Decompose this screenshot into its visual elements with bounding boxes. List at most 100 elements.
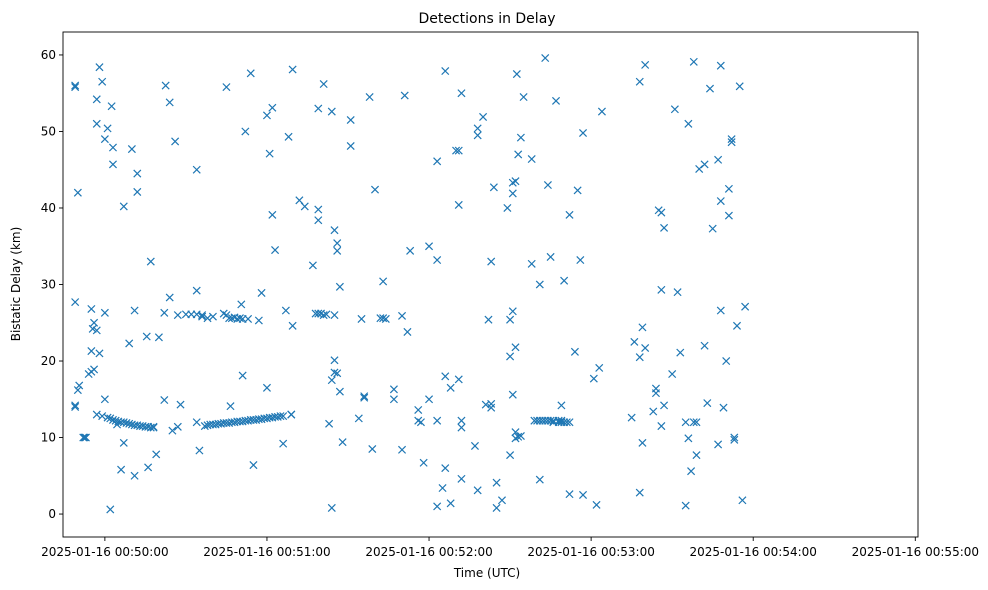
data-point bbox=[279, 412, 288, 421]
data-point bbox=[165, 293, 174, 302]
data-point bbox=[262, 111, 271, 120]
data-point bbox=[565, 490, 574, 499]
data-point bbox=[406, 246, 415, 255]
data-point bbox=[479, 112, 488, 121]
data-point bbox=[246, 69, 255, 78]
data-point bbox=[716, 61, 725, 70]
data-point bbox=[288, 321, 297, 330]
data-point bbox=[119, 438, 128, 447]
data-point bbox=[433, 157, 442, 166]
data-point bbox=[560, 276, 569, 285]
data-point bbox=[657, 422, 666, 431]
data-point bbox=[684, 119, 693, 128]
data-point bbox=[381, 314, 390, 323]
data-point bbox=[92, 95, 101, 104]
data-point bbox=[673, 288, 682, 297]
data-point bbox=[595, 363, 604, 372]
data-point bbox=[173, 311, 182, 320]
data-point bbox=[738, 496, 747, 505]
data-point bbox=[360, 392, 369, 401]
x-axis-label: Time (UTC) bbox=[453, 566, 520, 580]
data-point bbox=[357, 314, 366, 323]
y-tick-label: 0 bbox=[48, 507, 56, 521]
data-point bbox=[71, 402, 80, 411]
data-point bbox=[154, 333, 163, 342]
data-point bbox=[133, 169, 142, 178]
data-point bbox=[489, 183, 498, 192]
data-point bbox=[714, 155, 723, 164]
data-point bbox=[319, 80, 328, 89]
data-point bbox=[107, 102, 116, 111]
data-point bbox=[506, 315, 515, 324]
data-point bbox=[503, 203, 512, 213]
data-point bbox=[403, 327, 412, 336]
data-point bbox=[338, 438, 347, 447]
data-point bbox=[641, 60, 650, 69]
data-point bbox=[400, 91, 409, 100]
data-point bbox=[330, 226, 339, 235]
data-point bbox=[319, 311, 328, 320]
data-point bbox=[95, 63, 104, 72]
data-point bbox=[314, 104, 323, 113]
data-point bbox=[144, 463, 153, 472]
data-point bbox=[441, 372, 450, 381]
data-point bbox=[346, 141, 355, 151]
data-point bbox=[724, 211, 733, 220]
data-point bbox=[670, 105, 679, 114]
data-point bbox=[414, 405, 423, 415]
data-point bbox=[98, 77, 107, 86]
data-point bbox=[398, 311, 407, 320]
data-point bbox=[657, 208, 666, 217]
data-point bbox=[281, 306, 290, 315]
data-point bbox=[103, 124, 112, 133]
data-point bbox=[244, 314, 253, 323]
data-point bbox=[454, 375, 463, 384]
data-point bbox=[71, 401, 80, 410]
data-point bbox=[249, 461, 258, 470]
data-point bbox=[100, 395, 109, 404]
data-point bbox=[330, 356, 339, 365]
data-point bbox=[492, 503, 501, 512]
data-point bbox=[508, 189, 517, 198]
data-point bbox=[741, 302, 750, 311]
x-tick-label: 2025-01-16 00:53:00 bbox=[527, 545, 654, 559]
data-point bbox=[268, 210, 277, 219]
data-point bbox=[87, 347, 96, 356]
data-point bbox=[630, 337, 639, 346]
data-point bbox=[335, 282, 344, 291]
data-point bbox=[516, 431, 525, 441]
data-point bbox=[576, 255, 585, 265]
data-point bbox=[360, 393, 369, 402]
data-point bbox=[700, 160, 709, 169]
data-point bbox=[322, 310, 331, 319]
data-point bbox=[689, 418, 698, 427]
data-point bbox=[173, 422, 182, 431]
data-point bbox=[161, 81, 170, 90]
data-point bbox=[514, 150, 523, 159]
data-point bbox=[171, 137, 180, 146]
data-point bbox=[416, 418, 425, 427]
data-point bbox=[519, 93, 528, 102]
data-point bbox=[346, 115, 355, 125]
data-point bbox=[676, 348, 685, 357]
data-point bbox=[470, 441, 479, 450]
data-point bbox=[589, 374, 598, 383]
data-point bbox=[71, 83, 80, 92]
data-point bbox=[327, 376, 336, 385]
data-point bbox=[570, 347, 579, 356]
data-point bbox=[333, 369, 342, 378]
data-point bbox=[146, 423, 155, 432]
data-point bbox=[222, 83, 231, 92]
data-point bbox=[176, 400, 185, 409]
data-point bbox=[565, 418, 574, 427]
data-point bbox=[638, 323, 647, 332]
data-point bbox=[732, 321, 742, 330]
data-point bbox=[87, 304, 96, 314]
data-point bbox=[565, 210, 574, 219]
data-point bbox=[597, 107, 606, 116]
data-point bbox=[441, 464, 450, 473]
data-point bbox=[573, 186, 582, 195]
data-point bbox=[226, 402, 235, 411]
chart-title: Detections in Delay bbox=[418, 11, 555, 27]
x-tick-label: 2025-01-16 00:52:00 bbox=[365, 545, 492, 559]
